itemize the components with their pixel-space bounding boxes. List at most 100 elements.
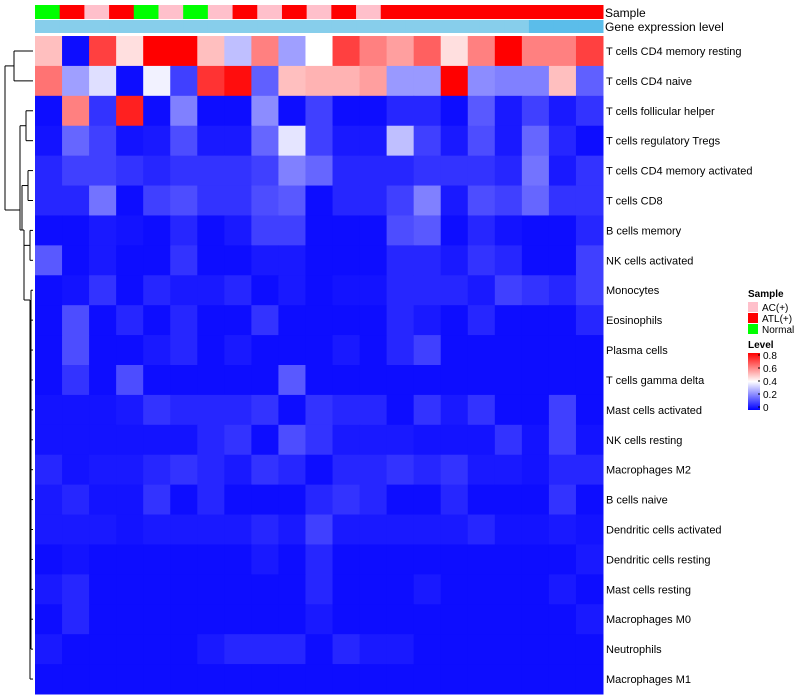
heatmap-cell <box>386 454 415 486</box>
row-label: Monocytes <box>606 285 660 297</box>
heatmap-cell <box>494 454 523 486</box>
heatmap-cell <box>305 454 334 486</box>
heatmap-cell <box>413 574 442 605</box>
heatmap-cell <box>467 125 496 157</box>
heatmap-cell <box>386 275 415 306</box>
heatmap-cell <box>332 574 361 605</box>
heatmap-cell <box>575 664 604 695</box>
heatmap-cell <box>548 484 577 516</box>
heatmap-cell <box>35 574 63 605</box>
row-label: Mast cells activated <box>606 405 702 417</box>
heatmap-cell <box>89 394 117 426</box>
heatmap-cell <box>224 275 252 306</box>
heatmap-cell <box>521 604 550 635</box>
heatmap-cell <box>251 574 279 605</box>
heatmap-cell <box>62 454 90 486</box>
heatmap-cell <box>332 454 361 486</box>
heatmap-cell <box>89 275 117 306</box>
heatmap-cell <box>386 544 415 575</box>
heatmap-cell <box>467 155 496 187</box>
heatmap-cell <box>89 484 117 516</box>
heatmap-cell <box>386 36 415 67</box>
heatmap-cell <box>62 604 90 635</box>
heatmap-cell <box>386 215 415 246</box>
sample-annotation-cell <box>331 5 357 19</box>
heatmap-cell <box>278 245 306 276</box>
heatmap-cell <box>413 365 442 396</box>
heatmap-cell <box>548 155 577 187</box>
heatmap-cell <box>359 424 388 456</box>
sample-annotation-cell <box>84 5 110 19</box>
heatmap-cell <box>251 394 279 426</box>
heatmap-cell <box>62 185 90 216</box>
heatmap-cell <box>197 65 225 97</box>
heatmap-cell <box>170 365 198 396</box>
heatmap-cell <box>35 65 63 97</box>
heatmap-cell <box>494 215 523 246</box>
heatmap-cell <box>224 155 252 187</box>
heatmap-cell <box>89 245 117 276</box>
heatmap-cell <box>467 544 496 575</box>
heatmap-cell <box>305 544 334 575</box>
legend-sample-swatch <box>748 302 758 312</box>
heatmap-cell <box>305 155 334 187</box>
heatmap-cell <box>332 514 361 545</box>
heatmap-cell <box>62 305 90 336</box>
heatmap-cell <box>548 634 577 665</box>
heatmap-cell <box>224 215 252 246</box>
heatmap-cell <box>224 394 252 426</box>
heatmap-cell <box>62 424 90 456</box>
heatmap-cell <box>35 544 63 575</box>
heatmap-cell <box>467 65 496 97</box>
heatmap-cell <box>521 185 550 216</box>
heatmap-cell <box>467 424 496 456</box>
legend-sample-title: Sample <box>748 289 784 300</box>
heatmap-cell <box>143 544 171 575</box>
heatmap-cell <box>548 365 577 396</box>
heatmap-cell <box>575 335 604 366</box>
heatmap-cell <box>548 245 577 276</box>
heatmap-cell <box>62 484 90 516</box>
sample-annotation-cell <box>405 5 431 19</box>
heatmap-cell <box>575 544 604 575</box>
heatmap-cell <box>116 245 144 276</box>
heatmap-cell <box>116 604 144 635</box>
sample-annotation-cell <box>281 5 308 19</box>
row-dendrogram <box>4 50 33 680</box>
heatmap-cell <box>251 365 279 396</box>
heatmap-cell <box>170 65 198 97</box>
heatmap-cell <box>332 335 361 366</box>
heatmap-cell <box>197 305 225 336</box>
heatmap-cell <box>116 155 144 187</box>
heatmap-cell <box>278 36 306 67</box>
heatmap-cell <box>35 664 63 695</box>
heatmap-cell <box>35 335 63 366</box>
legend-sample-entries: AC(+)ATL(+)Normal <box>748 302 794 336</box>
heatmap-cell <box>575 185 604 216</box>
row-label: B cells naive <box>606 495 668 507</box>
expression-track-label: Gene expression level <box>605 20 724 34</box>
heatmap-cell <box>305 305 334 336</box>
heatmap-cell <box>494 305 523 336</box>
heatmap-cell <box>224 634 252 665</box>
heatmap-cell <box>170 484 198 516</box>
heatmap-cell <box>467 185 496 216</box>
heatmap-cell <box>35 155 63 187</box>
heatmap-cell <box>305 484 334 516</box>
heatmap-cell <box>170 454 198 486</box>
heatmap-cell <box>575 125 604 157</box>
sample-annotation-cell <box>59 5 85 19</box>
heatmap-cell <box>332 305 361 336</box>
heatmap-cell <box>548 394 577 426</box>
heatmap-cell <box>143 125 171 157</box>
legend-level-tick-label: 0.6 <box>763 364 777 375</box>
heatmap-cell <box>143 514 171 545</box>
heatmap-cell <box>575 484 604 516</box>
sample-annotation-cell <box>232 5 258 19</box>
heatmap-cell <box>116 305 144 336</box>
heatmap-cell <box>143 305 171 336</box>
row-label: B cells memory <box>606 225 682 237</box>
heatmap-cell <box>359 95 388 127</box>
heatmap-cell <box>278 95 306 127</box>
expression-annotation-cell <box>109 20 135 33</box>
